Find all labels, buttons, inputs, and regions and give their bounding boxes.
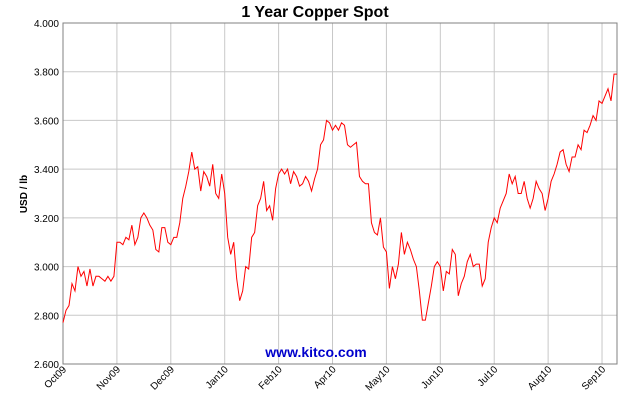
- plot-border: [62, 22, 618, 365]
- y-tick-label: 3.400: [34, 165, 59, 176]
- price-line: [62, 73, 617, 323]
- chart-title: 1 Year Copper Spot: [241, 4, 389, 21]
- watermark: www.kitco.com: [264, 344, 366, 360]
- y-tick-label: 2.600: [34, 360, 59, 371]
- plot-area: [63, 23, 617, 364]
- y-tick-label: 3.600: [34, 116, 59, 127]
- y-tick-label: 4.000: [34, 19, 59, 30]
- y-tick-label: 2.800: [34, 311, 59, 322]
- y-tick-label: 3.000: [34, 263, 59, 274]
- y-tick-label: 3.800: [34, 68, 59, 79]
- y-axis-label: USD / lb: [19, 175, 30, 213]
- y-tick-label: 3.200: [34, 214, 59, 225]
